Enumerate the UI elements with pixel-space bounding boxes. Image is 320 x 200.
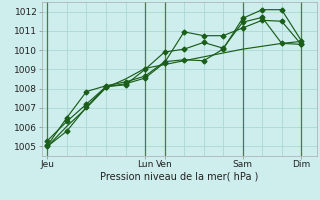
X-axis label: Pression niveau de la mer( hPa ): Pression niveau de la mer( hPa ) [100, 172, 258, 182]
